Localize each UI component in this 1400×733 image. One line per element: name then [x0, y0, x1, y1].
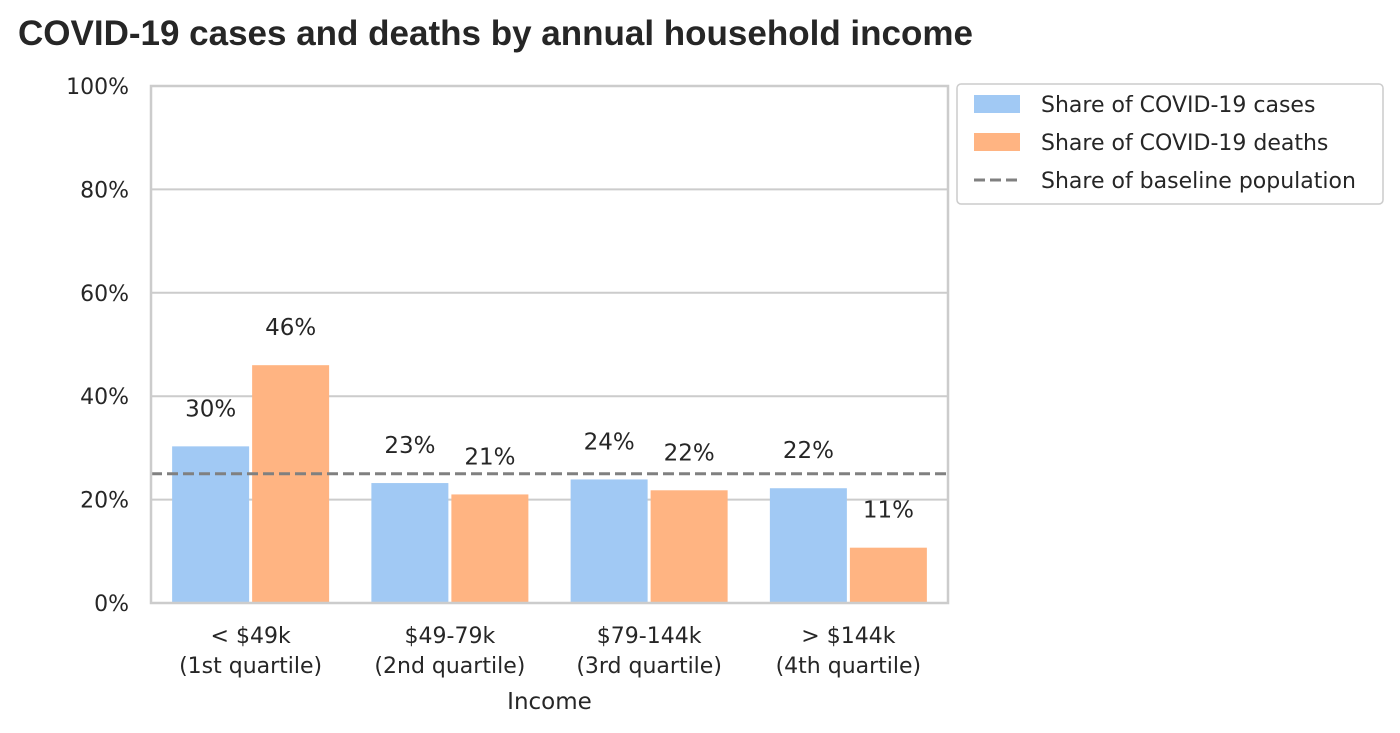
- legend-item-cases: Share of COVID-19 cases: [974, 93, 1315, 118]
- legend-label: Share of baseline population: [1041, 169, 1356, 194]
- y-tick-label: 0%: [94, 592, 129, 617]
- x-axis-label: Income: [507, 689, 592, 715]
- y-axis-ticks: 0% 20% 40% 60% 80% 100%: [66, 75, 129, 617]
- legend-label: Share of COVID-19 cases: [1041, 93, 1315, 118]
- bar-cases: [769, 488, 847, 603]
- bar-deaths: [650, 490, 728, 603]
- data-label: 22%: [783, 438, 834, 464]
- bar-cases: [570, 479, 648, 603]
- y-tick-label: 40%: [80, 385, 129, 410]
- data-label: 24%: [584, 429, 635, 455]
- y-tick-label: 20%: [80, 489, 129, 514]
- legend-box: [956, 83, 1384, 205]
- legend-item-deaths: Share of COVID-19 deaths: [974, 131, 1328, 156]
- data-label: 23%: [384, 433, 435, 459]
- y-tick-label: 60%: [80, 282, 129, 307]
- bar-deaths: [849, 547, 927, 603]
- x-axis-ticks: < $49k (1st quartile) $49-79k (2nd quartile…: [179, 624, 921, 679]
- data-label: 22%: [664, 440, 715, 466]
- x-tick-label: $79-144k (3rd quartile): [576, 624, 722, 679]
- legend-label: Share of COVID-19 deaths: [1041, 131, 1328, 156]
- legend: Share of COVID-19 cases Share of COVID-19…: [956, 83, 1384, 205]
- plot-frame: [149, 84, 950, 605]
- bar-cases: [371, 483, 449, 603]
- legend-swatch: [974, 133, 1020, 151]
- x-tick-label: > $144k (4th quartile): [776, 624, 922, 679]
- bar-deaths: [252, 365, 330, 603]
- x-tick-label: < $49k (1st quartile): [179, 624, 322, 679]
- legend-item-baseline: Share of baseline population: [974, 169, 1356, 194]
- data-label: 11%: [863, 498, 914, 524]
- data-label: 46%: [265, 315, 316, 341]
- data-label: 30%: [185, 396, 236, 422]
- data-labels: 30% 46% 23% 21% 24% 22% 22% 11%: [185, 315, 914, 524]
- x-tick-label: $49-79k (2nd quartile): [374, 624, 525, 679]
- y-tick-label: 100%: [66, 75, 129, 100]
- bar-cases: [172, 446, 250, 603]
- legend-swatch: [974, 95, 1020, 113]
- chart-title: COVID-19 cases and deaths by annual hous…: [18, 14, 973, 53]
- data-label: 21%: [464, 444, 515, 470]
- y-tick-label: 80%: [80, 178, 129, 203]
- bar-deaths: [451, 494, 529, 603]
- bars: [172, 365, 927, 603]
